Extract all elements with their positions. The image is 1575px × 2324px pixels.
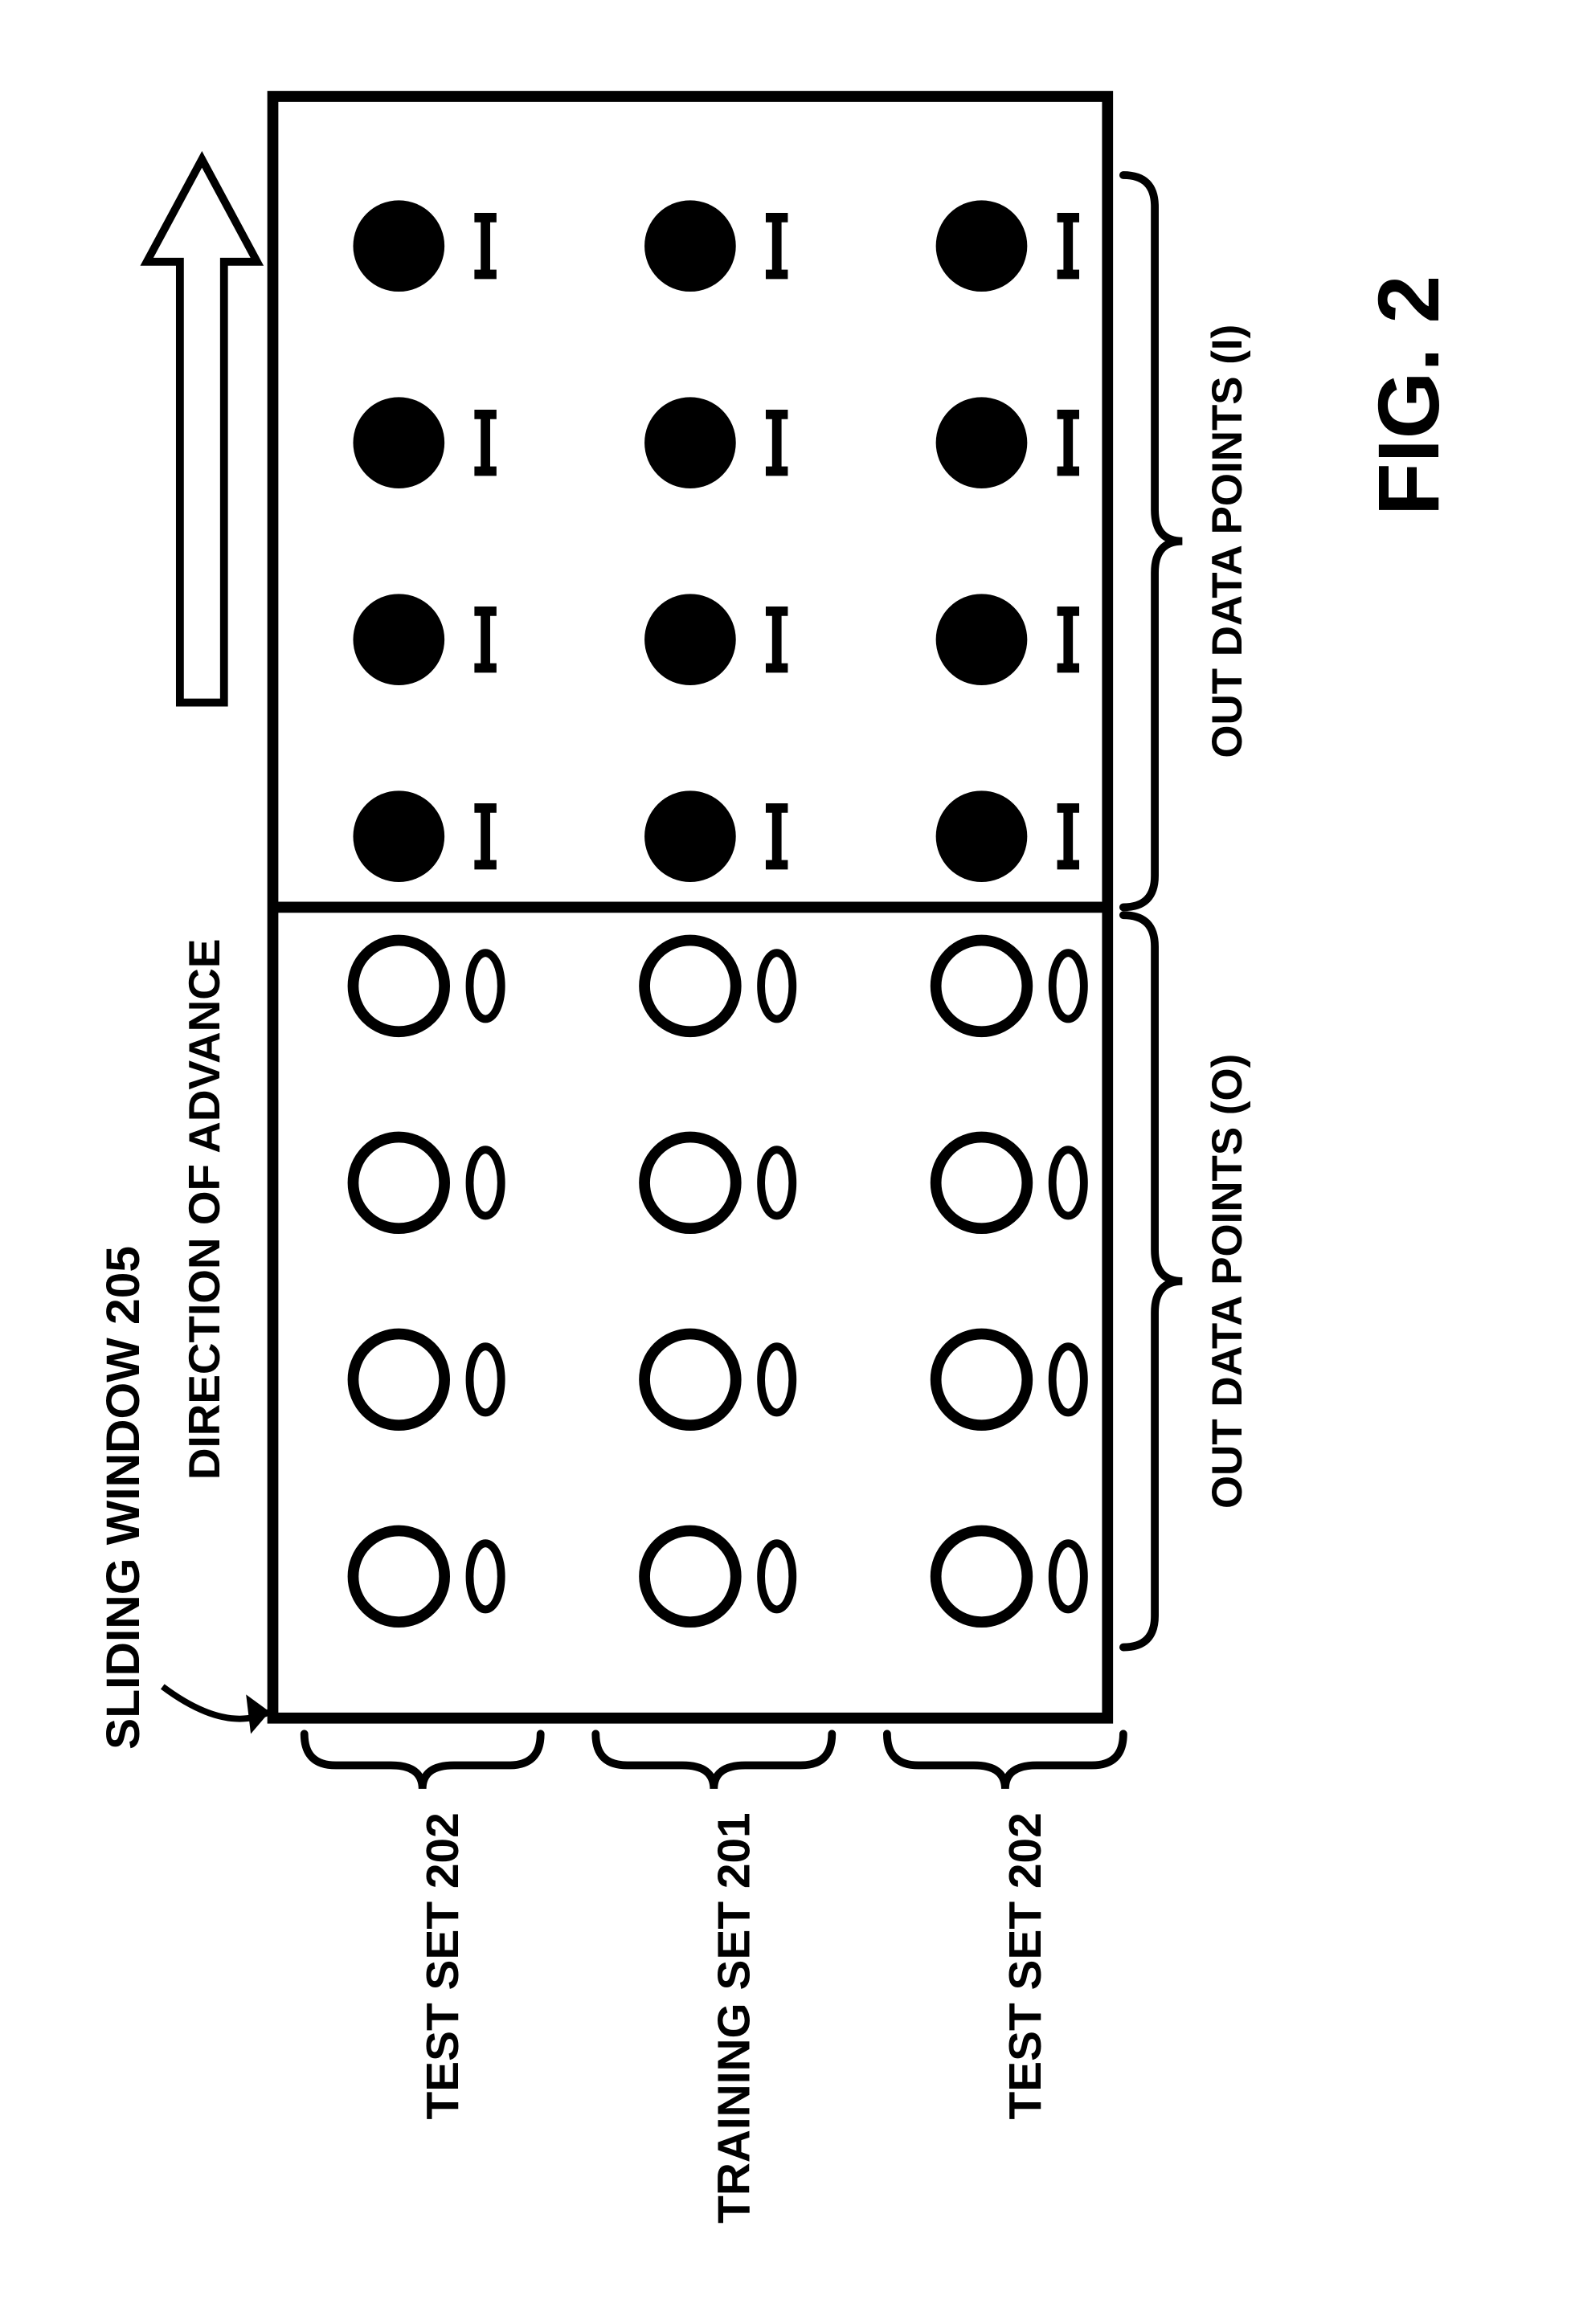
open-marker-ellipse — [761, 1543, 792, 1609]
open-data-point — [353, 1531, 444, 1623]
solid-data-point — [644, 790, 736, 882]
open-data-point — [353, 1334, 444, 1426]
open-data-point — [644, 1334, 736, 1426]
brace-row-0 — [305, 1734, 541, 1789]
row-label-0-svg: TEST SET 202 — [418, 1812, 468, 2119]
open-data-point — [644, 941, 736, 1032]
solid-data-point — [936, 397, 1028, 488]
solid-data-point — [936, 594, 1028, 685]
brace-row-1 — [595, 1734, 832, 1789]
open-data-point — [644, 1137, 736, 1229]
open-data-point — [353, 941, 444, 1032]
open-marker-ellipse — [470, 1150, 501, 1215]
sliding-window-label-svg: SLIDING WINDOW 205 — [97, 1246, 149, 1750]
solid-data-point — [936, 200, 1028, 292]
open-marker-ellipse — [1053, 1346, 1084, 1412]
direction-arrow — [147, 159, 257, 702]
solid-data-point — [936, 790, 1028, 882]
leader-arrowhead — [246, 1694, 269, 1734]
solid-data-point — [353, 397, 444, 488]
out-i-label-svg: OUT DATA POINTS (I) — [1204, 325, 1251, 758]
open-marker-ellipse — [1053, 953, 1084, 1019]
solid-data-point — [353, 594, 444, 685]
open-data-point — [644, 1531, 736, 1623]
direction-label-svg: DIRECTION OF ADVANCE — [179, 939, 229, 1481]
open-data-point — [936, 1334, 1028, 1426]
open-marker-ellipse — [1053, 1150, 1084, 1215]
figure-label-svg: FIG. 2 — [1360, 276, 1457, 516]
out-o-label-svg: OUT DATA POINTS (O) — [1204, 1054, 1251, 1509]
open-marker-ellipse — [470, 953, 501, 1019]
open-marker-ellipse — [470, 1543, 501, 1609]
solid-data-point — [644, 397, 736, 488]
brace-cols-solid — [1123, 175, 1182, 907]
scene-root: SLIDING WINDOW 205 DIRECTION OF ADVANCE TE… — [97, 96, 1457, 2224]
open-data-point — [936, 1137, 1028, 1229]
row-label-1-svg: TRAINING SET 201 — [709, 1812, 759, 2224]
solid-data-point — [353, 790, 444, 882]
open-data-point — [936, 1531, 1028, 1623]
diagram-svg: SLIDING WINDOW 205 DIRECTION OF ADVANCE TE… — [0, 0, 1575, 2320]
open-marker-ellipse — [470, 1346, 501, 1412]
open-data-point — [936, 941, 1028, 1032]
open-data-point — [353, 1137, 444, 1229]
open-marker-ellipse — [761, 1346, 792, 1412]
solid-data-point — [644, 200, 736, 292]
brace-cols-open — [1123, 915, 1182, 1647]
figure-canvas: SLIDING WINDOW 205 DIRECTION OF ADVANCE TE… — [0, 0, 1575, 2320]
open-marker-ellipse — [761, 953, 792, 1019]
solid-data-point — [353, 200, 444, 292]
open-marker-ellipse — [761, 1150, 792, 1215]
brace-row-2 — [887, 1734, 1123, 1789]
row-label-2-svg: TEST SET 202 — [1000, 1812, 1051, 2119]
open-marker-ellipse — [1053, 1543, 1084, 1609]
solid-data-point — [644, 594, 736, 685]
